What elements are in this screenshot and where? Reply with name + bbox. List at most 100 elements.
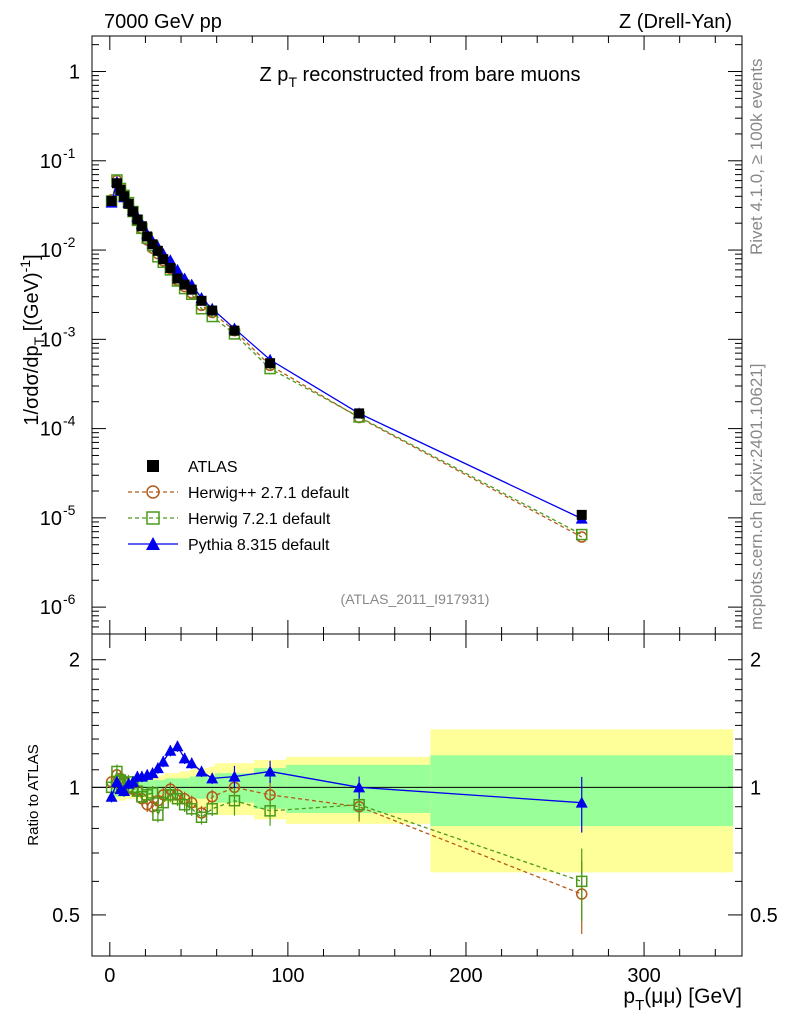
y-tick-exponent: -2 [63, 234, 76, 250]
legend-label: Pythia 8.315 default [188, 537, 330, 554]
y-tick-label: 10 [40, 419, 62, 441]
ratio-point [575, 875, 588, 888]
ratio-point [228, 794, 241, 807]
data-point [106, 195, 117, 206]
x-tick-label: 200 [449, 965, 482, 987]
data-point [152, 245, 163, 256]
data-point [136, 221, 147, 232]
y-tick-label: 10 [40, 508, 62, 530]
ratio-point [264, 805, 276, 817]
y-tick-exponent: -3 [63, 323, 76, 339]
legend-label: ATLAS [188, 459, 238, 476]
data-point [115, 185, 126, 196]
data-point [132, 214, 143, 225]
data-point [172, 273, 183, 284]
legend-marker [146, 537, 160, 550]
series-line-1 [110, 178, 583, 538]
ratio-point [264, 765, 277, 777]
y-tick-exponent: -1 [63, 145, 76, 161]
x-tick-label: 300 [627, 965, 660, 987]
ratio-point [185, 757, 198, 769]
y-tick-exponent: -5 [63, 502, 76, 518]
rivet-version-label: Rivet 4.1.0, ≥ 100k events [747, 59, 766, 255]
ratio-tick-label-left: 1 [69, 777, 80, 799]
ratio-point [146, 787, 159, 799]
data-point [158, 254, 169, 265]
data-point [127, 206, 138, 217]
data-point [229, 325, 240, 336]
y-tick-exponent: -6 [63, 591, 76, 607]
ratio-point [178, 752, 191, 764]
analysis-id: (ATLAS_2011_I917931) [341, 591, 490, 607]
ratio-point [178, 798, 191, 811]
data-point [165, 262, 176, 273]
ratio-point [353, 781, 366, 793]
y-tick-label: 10 [40, 329, 62, 351]
y-tick-label: 10 [40, 597, 62, 619]
ratio-tick-label-right: 0.5 [750, 905, 778, 927]
ratio-point [195, 765, 208, 777]
legend-marker [146, 511, 160, 525]
data-point [111, 178, 122, 189]
legend-label: Herwig 7.2.1 default [188, 511, 331, 528]
ratio-frame [91, 633, 743, 957]
ratio-point [206, 803, 218, 815]
ratio-point [105, 790, 118, 802]
data-point [354, 408, 365, 419]
ratio-point [206, 772, 219, 784]
main-panel [105, 174, 588, 543]
data-point [142, 231, 153, 242]
data-point [207, 305, 218, 316]
ratio-tick-label-right: 2 [750, 650, 761, 672]
ratio-point [575, 796, 588, 808]
ratio-point [164, 789, 177, 801]
ratio-point [152, 809, 164, 821]
data-point [123, 198, 134, 209]
data-point [179, 279, 190, 290]
ratio-point [171, 740, 184, 752]
legend: ATLAS Herwig++ 2.7.1 default Herwig 7.2.1 … [128, 459, 350, 554]
svg-text:1/σdσ/dpT [(GeV)-1]: 1/σdσ/dpT [(GeV)-1] [17, 254, 47, 425]
data-point [147, 239, 158, 250]
data-point [576, 509, 587, 520]
ratio-point [353, 798, 365, 811]
ratio-tick-label-right: 1 [750, 777, 761, 799]
y-tick-label: 1 [69, 62, 80, 84]
ratio-point [151, 762, 164, 774]
legend-marker [147, 460, 159, 472]
plot-title: Z pT reconstructed from bare muons [260, 64, 581, 90]
y-tick-label: 10 [40, 151, 62, 173]
y-axis-label: 1/σdσ/dpT [(GeV)-1] [17, 254, 47, 425]
ratio-tick-label-left: 0.5 [52, 905, 80, 927]
data-point [575, 528, 588, 541]
data-point [186, 284, 197, 295]
y-tick-exponent: -4 [63, 413, 76, 429]
ratio-point [164, 744, 177, 756]
ratio-point [118, 785, 131, 797]
mcplots-label: mcplots.cern.ch [arXiv:2401.10621] [747, 364, 766, 630]
data-point [265, 358, 276, 369]
header-left: 7000 GeV pp [104, 11, 222, 33]
ratio-line-2 [110, 769, 582, 882]
ratio-point [157, 755, 170, 767]
series-line-2 [110, 177, 583, 536]
ratio-y-label: Ratio to ATLAS [25, 744, 42, 845]
series-line-3 [110, 179, 583, 520]
x-axis-label: pT(μμ) [GeV] [623, 985, 742, 1014]
ratio-point [157, 796, 169, 809]
header-right: Z (Drell-Yan) [619, 11, 732, 33]
ratio-point [185, 803, 198, 815]
data-point [119, 191, 130, 202]
ratio-tick-label-left: 2 [69, 650, 80, 672]
x-tick-label: 0 [104, 965, 115, 987]
x-tick-label: 100 [271, 965, 304, 987]
legend-label: Herwig++ 2.7.1 default [188, 485, 350, 502]
ratio-panel [92, 729, 742, 934]
legend-marker [146, 485, 160, 499]
ratio-point [228, 770, 241, 782]
ratio-point [171, 792, 184, 805]
data-point [196, 295, 207, 306]
ratio-point [195, 811, 208, 823]
